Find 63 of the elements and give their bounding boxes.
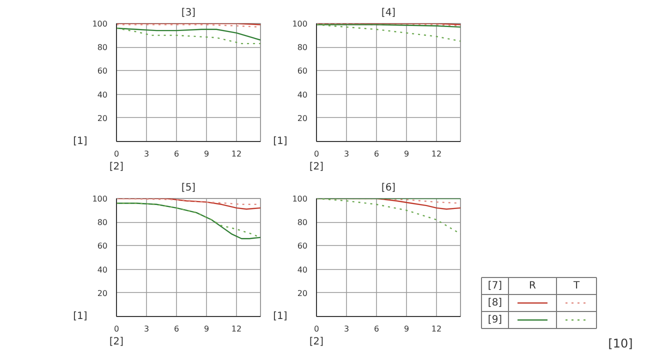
line-series [116, 198, 260, 210]
chart-title: [3] [181, 8, 196, 18]
y-tick-label: 100 [92, 20, 108, 28]
line-series [316, 198, 460, 234]
y-tick-label: 60 [97, 66, 108, 76]
y-tick-label: 40 [297, 265, 308, 274]
y-tick-label: 80 [97, 43, 108, 52]
text: [10] [608, 336, 633, 350]
y-tick-label: 100 [92, 194, 108, 204]
chart-title: [5] [181, 182, 196, 194]
x-tick-label: 0 [114, 150, 120, 158]
x-tick-label: 12 [431, 324, 442, 334]
x-tick-label: 12 [231, 150, 242, 158]
x-tick-label: 3 [144, 150, 150, 158]
y-tick-label: 80 [97, 218, 108, 228]
y-tick-label: 20 [97, 288, 108, 298]
text: R [529, 280, 536, 292]
y-tick-label: 20 [97, 114, 108, 123]
text: [8] [488, 298, 502, 308]
x-tick-label: 12 [231, 324, 242, 334]
y-tick-label: 40 [97, 90, 108, 100]
x-axis-title: [2] [309, 162, 324, 172]
y-tick-label: 20 [297, 114, 308, 123]
y-tick-label: 60 [97, 242, 108, 251]
y-tick-label: 20 [297, 288, 308, 298]
y-tick-label: 60 [297, 66, 308, 76]
y-axis-title: [1] [273, 136, 288, 147]
y-axis-title: [1] [73, 136, 88, 147]
x-axis-title: [2] [309, 336, 324, 348]
x-tick-label: 3 [344, 324, 350, 334]
x-tick-label: 12 [431, 150, 442, 158]
x-tick-label: 6 [174, 150, 180, 158]
x-tick-label: 9 [404, 324, 410, 334]
x-axis-title: [2] [109, 162, 124, 172]
y-axis-title: [1] [273, 311, 288, 322]
x-tick-label: 6 [174, 324, 180, 334]
y-tick-label: 40 [297, 90, 308, 100]
line-series [116, 28, 260, 44]
x-tick-label: 9 [204, 150, 210, 158]
x-tick-label: 3 [144, 324, 150, 334]
x-tick-label: 6 [374, 324, 380, 334]
line-series [316, 24, 460, 42]
x-tick-label: 9 [404, 150, 410, 158]
x-tick-label: 9 [204, 324, 210, 334]
text: [7] [488, 280, 502, 292]
y-tick-label: 40 [97, 265, 108, 274]
y-tick-label: 100 [292, 194, 308, 204]
x-axis-title: [2] [109, 336, 124, 348]
y-tick-label: 100 [292, 20, 308, 28]
x-tick-label: 0 [114, 324, 120, 334]
x-tick-label: 0 [314, 324, 320, 334]
text: [9] [488, 314, 502, 326]
y-tick-label: 80 [297, 218, 308, 228]
chart-title: [6] [381, 182, 396, 194]
x-tick-label: 6 [374, 150, 380, 158]
y-tick-label: 80 [297, 43, 308, 52]
line-series [116, 28, 260, 41]
x-tick-label: 0 [314, 150, 320, 158]
y-axis-title: [1] [73, 311, 88, 322]
y-tick-label: 60 [297, 242, 308, 251]
x-tick-label: 3 [344, 150, 350, 158]
text: T [572, 280, 580, 292]
chart-title: [4] [381, 8, 396, 18]
